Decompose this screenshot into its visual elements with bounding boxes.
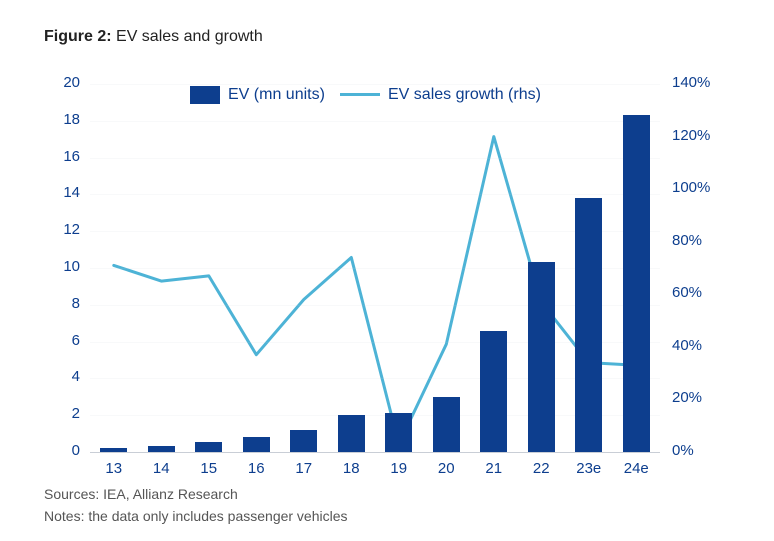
x-tick-label: 14 [153,460,170,477]
y-right-tick-label: 100% [672,179,722,196]
bar [528,262,555,452]
x-tick-label: 13 [105,460,122,477]
y-left-tick-label: 8 [40,295,80,312]
bar [480,331,507,452]
y-left-tick-label: 20 [40,74,80,91]
y-left-tick-label: 2 [40,405,80,422]
y-right-tick-label: 140% [672,74,722,91]
x-tick-label: 24e [624,460,649,477]
y-left-tick-label: 10 [40,258,80,275]
chart-plot-area: 024681012141618200%20%40%60%80%100%120%1… [90,84,660,453]
bar [148,446,175,452]
x-tick-label: 15 [200,460,217,477]
y-left-tick-label: 12 [40,221,80,238]
bar [243,437,270,452]
y-left-tick-label: 0 [40,442,80,459]
x-tick-label: 22 [533,460,550,477]
gridline [90,158,660,159]
bar [195,442,222,452]
bar [575,198,602,452]
y-right-tick-label: 20% [672,389,722,406]
y-right-tick-label: 40% [672,337,722,354]
figure-source: Sources: IEA, Allianz Research [44,486,238,502]
y-left-tick-label: 4 [40,368,80,385]
x-tick-label: 16 [248,460,265,477]
growth-line [114,137,637,445]
x-tick-label: 21 [485,460,502,477]
y-left-tick-label: 14 [40,184,80,201]
y-left-tick-label: 16 [40,148,80,165]
y-right-tick-label: 0% [672,442,722,459]
x-tick-label: 23e [576,460,601,477]
gridline [90,121,660,122]
y-right-tick-label: 120% [672,127,722,144]
bar [623,115,650,452]
bar [290,430,317,452]
figure-title-prefix: Figure 2: [44,28,112,45]
y-right-tick-label: 80% [672,232,722,249]
bar [433,397,460,452]
figure-title-text: EV sales and growth [116,28,263,45]
figure-title: Figure 2: EV sales and growth [44,28,263,46]
bar [385,413,412,452]
x-tick-label: 20 [438,460,455,477]
figure-container: Figure 2: EV sales and growth EV (mn uni… [0,0,774,541]
y-right-tick-label: 60% [672,284,722,301]
x-tick-label: 18 [343,460,360,477]
bar [338,415,365,452]
x-tick-label: 17 [295,460,312,477]
bar [100,448,127,452]
y-left-tick-label: 6 [40,332,80,349]
y-left-tick-label: 18 [40,111,80,128]
gridline [90,84,660,85]
x-tick-label: 19 [390,460,407,477]
figure-notes: Notes: the data only includes passenger … [44,508,348,524]
gridline [90,194,660,195]
